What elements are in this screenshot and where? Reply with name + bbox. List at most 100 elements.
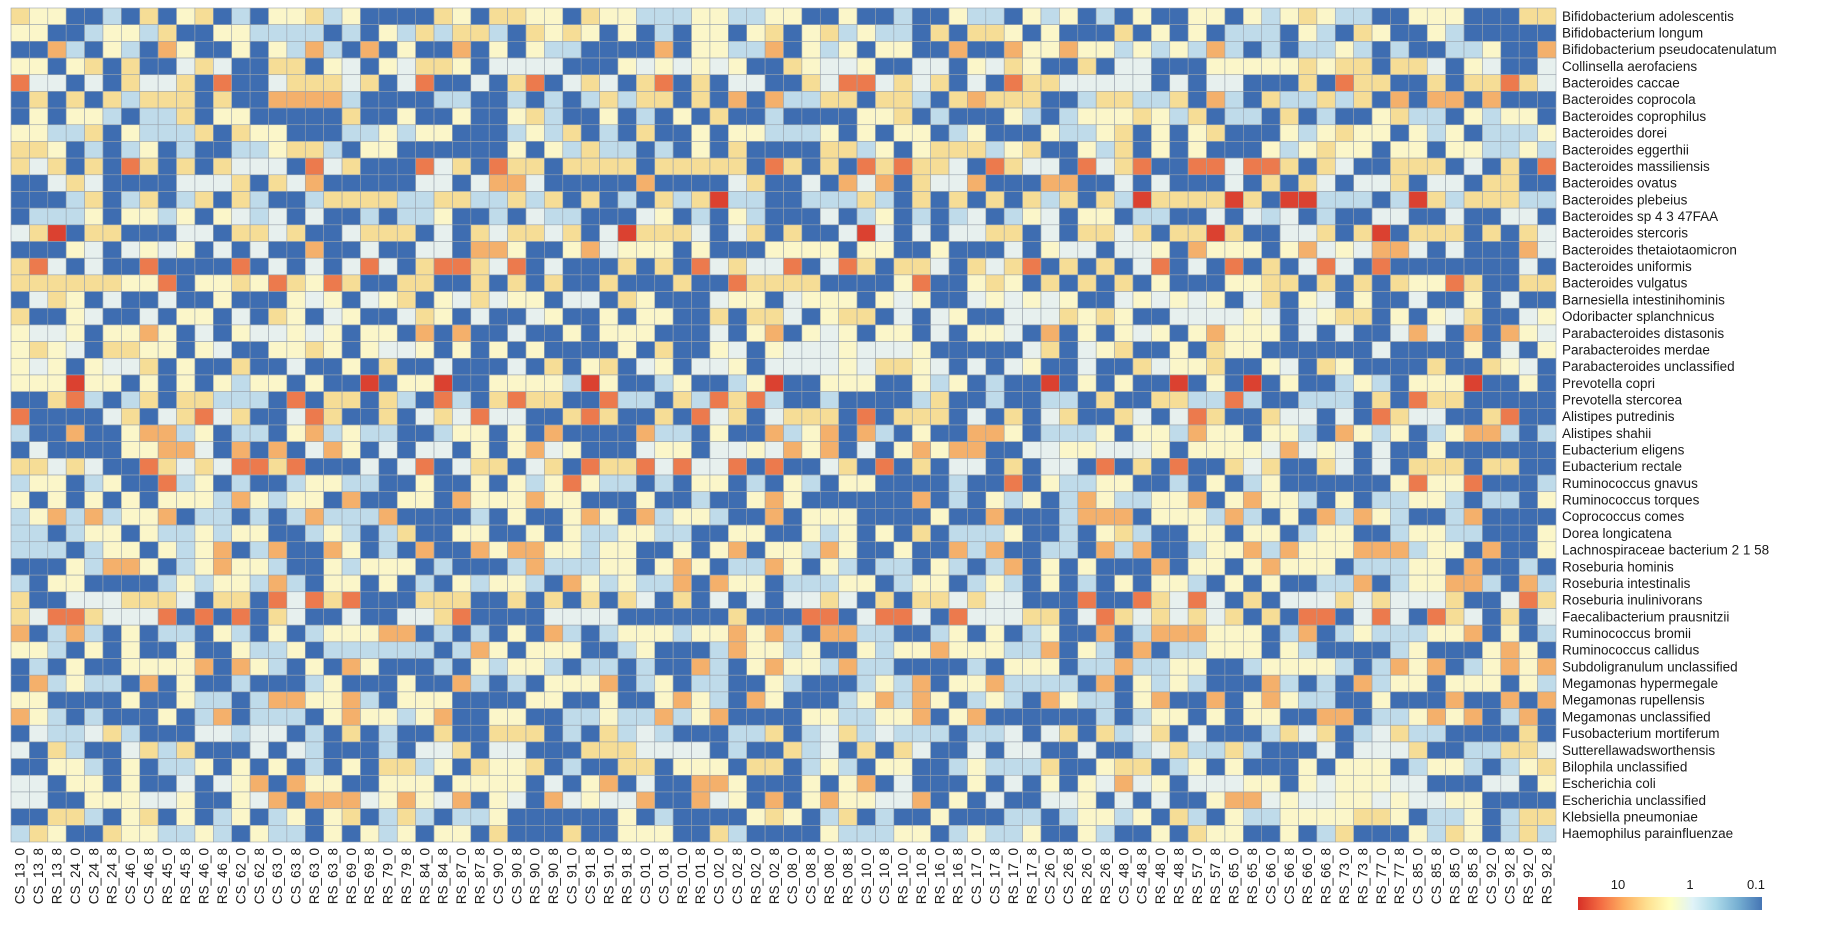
- heatmap-cell: [84, 641, 104, 659]
- heatmap-cell: [1169, 825, 1189, 843]
- heatmap-cell: [507, 774, 527, 793]
- heatmap-cell: [930, 558, 950, 576]
- heatmap-cell: [691, 458, 711, 476]
- heatmap-cell: [84, 157, 104, 176]
- heatmap-cell: [525, 708, 545, 726]
- heatmap-cell: [1187, 641, 1207, 659]
- heatmap-cell: [636, 608, 656, 626]
- heatmap-cell: [709, 774, 729, 793]
- heatmap-cell: [636, 441, 656, 459]
- heatmap-cell: [396, 341, 416, 359]
- heatmap-cell: [102, 624, 122, 643]
- heatmap-cell: [764, 791, 784, 809]
- heatmap-cell: [893, 24, 913, 42]
- heatmap-cell: [249, 624, 269, 643]
- heatmap-cell: [709, 124, 729, 142]
- heatmap-cell: [1003, 441, 1023, 459]
- heatmap-cell: [691, 708, 711, 726]
- heatmap-cell: [1500, 741, 1520, 759]
- heatmap-cell: [544, 7, 564, 25]
- heatmap-cell: [1261, 41, 1281, 59]
- heatmap-cell: [378, 357, 398, 376]
- heatmap-cell: [709, 658, 729, 676]
- heatmap-cell: [1334, 124, 1354, 142]
- heatmap-cell: [1371, 408, 1391, 426]
- heatmap-cell: [1040, 24, 1060, 42]
- heatmap-cell: [29, 391, 49, 409]
- heatmap-cell: [1482, 708, 1502, 726]
- heatmap-cell: [1224, 541, 1244, 559]
- heatmap-cell: [838, 357, 858, 376]
- heatmap-cell: [378, 224, 398, 242]
- heatmap-cell: [360, 608, 380, 626]
- heatmap-cell: [911, 174, 931, 192]
- heatmap-cell: [875, 224, 895, 242]
- heatmap-cell: [985, 191, 1005, 209]
- heatmap-cell: [709, 424, 729, 442]
- heatmap-cell: [323, 474, 343, 493]
- heatmap-cell: [433, 191, 453, 209]
- heatmap-cell: [1316, 708, 1336, 726]
- heatmap-cell: [1537, 758, 1557, 776]
- column-label: RS_73_0: [1337, 848, 1352, 904]
- heatmap-cell: [231, 74, 251, 92]
- heatmap-cell: [1500, 774, 1520, 793]
- heatmap-cell: [967, 257, 987, 276]
- heatmap-cell: [176, 274, 196, 292]
- heatmap-cell: [1408, 508, 1428, 526]
- heatmap-cell: [176, 291, 196, 309]
- heatmap-cell: [1371, 224, 1391, 242]
- heatmap-cell: [1537, 524, 1557, 543]
- heatmap-cell: [1371, 574, 1391, 593]
- heatmap-cell: [194, 24, 214, 42]
- heatmap-cell: [1151, 174, 1171, 192]
- heatmap-cell: [157, 174, 177, 192]
- heatmap-cell: [1059, 324, 1079, 342]
- heatmap-cell: [672, 641, 692, 659]
- heatmap-cell: [654, 74, 674, 92]
- heatmap-cell: [875, 91, 895, 109]
- heatmap-cell: [1390, 57, 1410, 76]
- heatmap-cell: [10, 391, 30, 409]
- column-label: RS_08_8: [840, 848, 855, 904]
- row-label: Bacteroides vulgatus: [1562, 276, 1688, 291]
- heatmap-cell: [488, 124, 508, 142]
- heatmap-cell: [636, 808, 656, 826]
- heatmap-cell: [562, 574, 582, 593]
- heatmap-cell: [488, 724, 508, 743]
- heatmap-cell: [507, 574, 527, 593]
- legend-tick-label: 0.1: [1747, 877, 1765, 892]
- heatmap-cell: [1077, 141, 1097, 159]
- heatmap-cell: [1077, 408, 1097, 426]
- heatmap-cell: [1022, 241, 1042, 259]
- heatmap-cell: [1022, 408, 1042, 426]
- heatmap-cell: [102, 41, 122, 59]
- heatmap-cell: [580, 157, 600, 176]
- heatmap-cell: [1316, 24, 1336, 42]
- heatmap-cell: [1077, 124, 1097, 142]
- heatmap-cell: [1445, 24, 1465, 42]
- heatmap-cell: [764, 541, 784, 559]
- heatmap-cell: [433, 357, 453, 376]
- heatmap-cell: [1095, 157, 1115, 176]
- heatmap-cell: [304, 624, 324, 643]
- heatmap-cell: [1151, 774, 1171, 793]
- heatmap-cell: [341, 458, 361, 476]
- heatmap-cell: [1371, 324, 1391, 342]
- heatmap-cell: [157, 524, 177, 543]
- heatmap-cell: [1224, 174, 1244, 192]
- heatmap-cell: [709, 708, 729, 726]
- heatmap-cell: [157, 374, 177, 392]
- heatmap-cell: [378, 724, 398, 743]
- heatmap-cell: [507, 141, 527, 159]
- heatmap-cell: [304, 574, 324, 593]
- heatmap-cell: [1187, 458, 1207, 476]
- heatmap-cell: [139, 341, 159, 359]
- heatmap-cell: [1077, 524, 1097, 543]
- heatmap-cell: [1059, 441, 1079, 459]
- heatmap-cell: [636, 374, 656, 392]
- heatmap-cell: [10, 91, 30, 109]
- heatmap-cell: [636, 91, 656, 109]
- column-label: CS_62_0: [233, 848, 248, 904]
- heatmap-cell: [1151, 724, 1171, 743]
